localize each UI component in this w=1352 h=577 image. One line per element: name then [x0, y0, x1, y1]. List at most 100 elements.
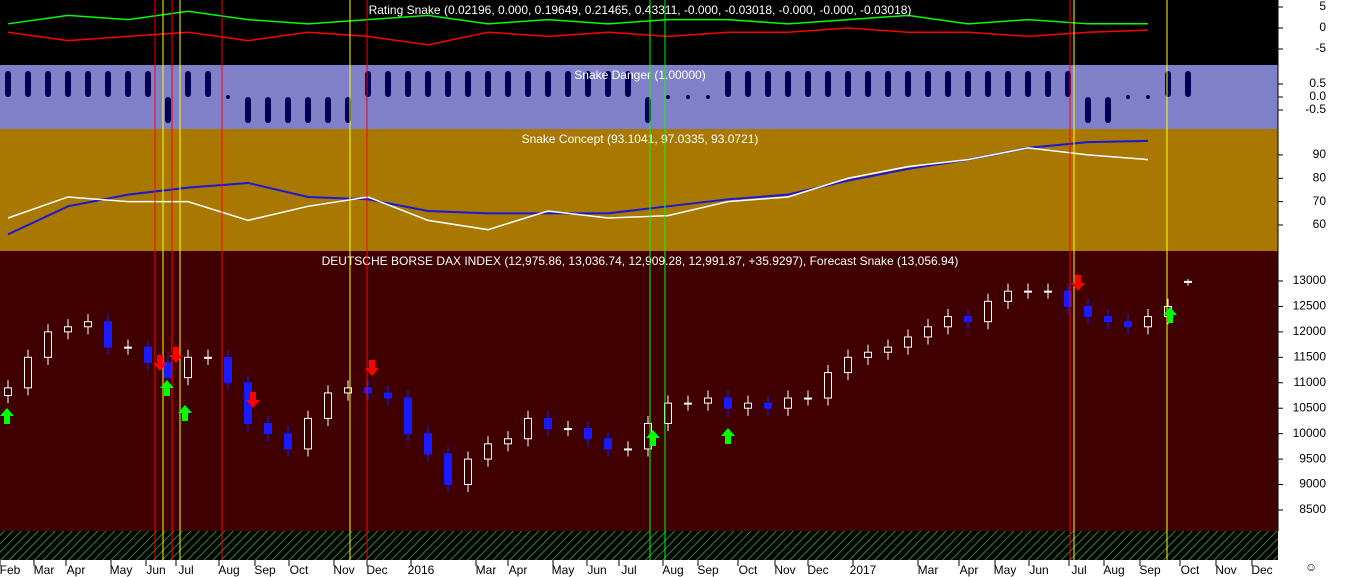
sell-arrow — [153, 355, 167, 371]
panel-background — [0, 251, 1278, 531]
y-tick-label: 9500 — [1299, 451, 1326, 465]
candle-body — [164, 361, 172, 379]
candle-body — [204, 356, 212, 359]
danger-dot — [686, 95, 690, 100]
danger-bar — [825, 70, 831, 98]
danger-bar — [925, 70, 931, 98]
buy-arrow — [1163, 307, 1177, 323]
danger-bar — [185, 70, 191, 98]
x-tick-label: May — [552, 563, 575, 577]
danger-bar — [125, 70, 131, 98]
candle-body — [404, 397, 412, 435]
x-tick-label: Oct — [290, 563, 309, 577]
buy-arrow — [646, 430, 660, 446]
danger-bar — [45, 70, 51, 98]
candle-body — [364, 387, 372, 394]
panel-background — [0, 129, 1278, 251]
danger-bar — [885, 70, 891, 98]
status-icon: ☺ — [1305, 560, 1317, 574]
candle-body — [804, 397, 812, 400]
candle-body — [564, 428, 572, 431]
y-tick-label: 0.0 — [1309, 89, 1326, 103]
buy-arrow — [178, 405, 192, 421]
danger-bar — [465, 70, 471, 98]
danger-bar — [565, 70, 571, 98]
danger-bar — [1005, 70, 1011, 98]
x-tick-label: Aug — [1103, 563, 1124, 577]
x-tick-label: Aug — [662, 563, 683, 577]
panel-title: Snake Concept (93.1041, 97.0335, 93.0721… — [522, 132, 759, 146]
danger-dot — [1126, 95, 1130, 100]
y-tick-label: 90 — [1313, 147, 1327, 161]
danger-bar — [25, 70, 31, 98]
y-tick-label: 80 — [1313, 170, 1327, 184]
x-tick-label: May — [110, 563, 133, 577]
panel-title: DEUTSCHE BORSE DAX INDEX (12,975.86, 13,… — [322, 254, 959, 268]
candle-body — [604, 438, 612, 450]
candle-body — [684, 402, 692, 405]
danger-bar — [405, 70, 411, 98]
x-tick-label: Sep — [697, 563, 719, 577]
x-tick-label: Nov — [774, 563, 795, 577]
y-tick-label: 60 — [1313, 217, 1327, 231]
x-tick-label: Dec — [366, 563, 387, 577]
danger-bar — [725, 70, 731, 98]
candle-body — [224, 356, 232, 384]
danger-bar — [265, 97, 271, 124]
danger-bar — [585, 70, 591, 98]
danger-bar — [165, 97, 171, 124]
x-tick-label: Apr — [67, 563, 86, 577]
y-tick-label: 12500 — [1293, 299, 1327, 313]
candle-body — [944, 316, 952, 328]
x-tick-label: Apr — [509, 563, 528, 577]
candle-body — [844, 356, 852, 374]
candle-body — [704, 397, 712, 404]
candle-body — [624, 448, 632, 451]
candle-body — [1044, 290, 1052, 293]
x-tick-label: Dec — [807, 563, 828, 577]
candle-body — [824, 372, 832, 399]
candle-body — [924, 326, 932, 338]
candle-body — [484, 443, 492, 460]
sell-arrow — [365, 360, 379, 376]
x-tick-label: Dec — [1251, 563, 1272, 577]
panel-background — [0, 0, 1278, 65]
candle-body — [1084, 305, 1092, 318]
danger-bar — [1165, 70, 1171, 98]
danger-bar — [805, 70, 811, 98]
danger-bar — [505, 70, 511, 98]
candle-body — [724, 397, 732, 409]
candle-body — [1064, 290, 1072, 307]
danger-bar — [985, 70, 991, 98]
candle-body — [964, 316, 972, 323]
candle-body — [984, 300, 992, 323]
sell-arrow — [246, 392, 260, 408]
y-tick-label: 5 — [1319, 0, 1326, 13]
danger-bar — [205, 70, 211, 98]
danger-bar — [765, 70, 771, 98]
danger-dot — [1146, 95, 1150, 100]
x-tick-label: 2016 — [408, 563, 435, 577]
candle-body — [1124, 321, 1132, 328]
x-tick-label: Aug — [218, 563, 239, 577]
y-tick-label: -0.5 — [1305, 102, 1326, 116]
danger-bar — [865, 70, 871, 98]
danger-bar — [605, 70, 611, 98]
x-tick-label: 2017 — [850, 563, 877, 577]
buy-arrow — [160, 380, 174, 396]
candle-body — [1024, 290, 1032, 293]
candle-body — [764, 402, 772, 409]
danger-bar — [425, 70, 431, 98]
danger-bar — [945, 70, 951, 98]
x-tick-label: Nov — [333, 563, 354, 577]
y-tick-label: 13000 — [1293, 273, 1327, 287]
candle-body — [1004, 290, 1012, 302]
series-line — [7, 27, 1149, 46]
time-strip — [0, 531, 1278, 560]
candle-body — [1184, 280, 1192, 283]
candle-body — [904, 336, 912, 348]
candle-body — [344, 387, 352, 394]
candle-body — [1104, 316, 1112, 323]
danger-bar — [445, 70, 451, 98]
danger-bar — [845, 70, 851, 98]
